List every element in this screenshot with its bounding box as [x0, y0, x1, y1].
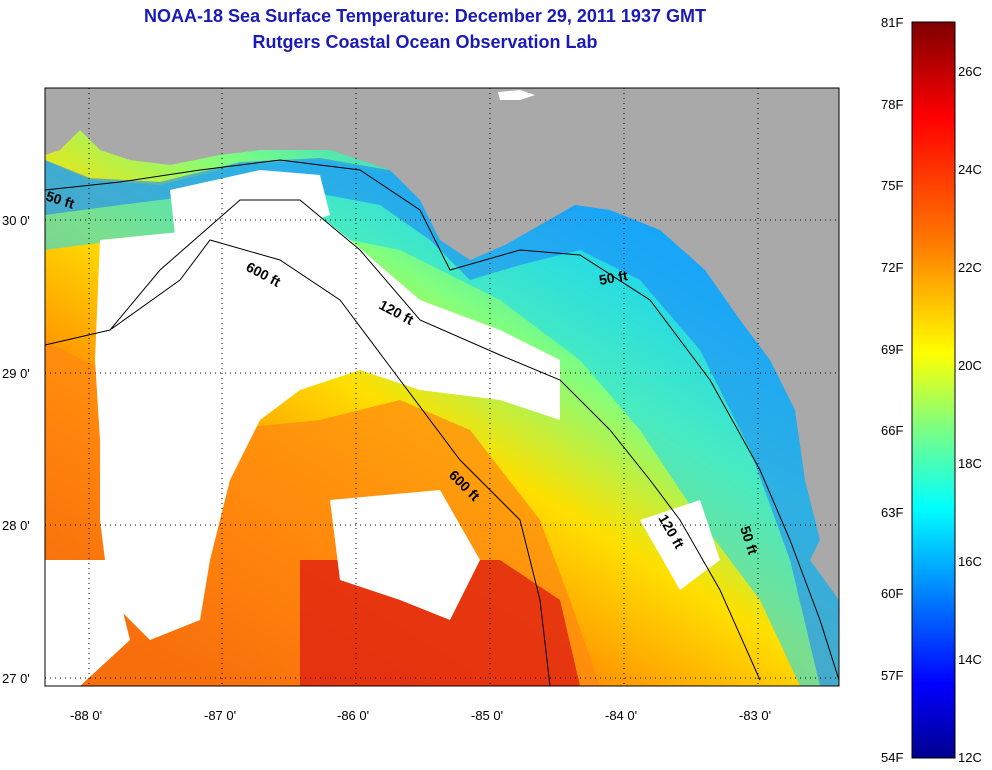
- x-tick-label: -83 0': [739, 708, 771, 723]
- contour-line: [109, 239, 551, 686]
- colorbar-label-c: 14C: [958, 652, 982, 667]
- colorbar-label-c: 18C: [958, 456, 982, 471]
- colorbar-label-c: 12C: [958, 750, 982, 765]
- cloud-cover: [330, 490, 480, 620]
- map-subtitle: Rutgers Coastal Ocean Observation Lab: [252, 32, 598, 52]
- contour-label: 50 ft: [598, 267, 629, 288]
- cloud-cover: [170, 170, 330, 240]
- cloud-cover: [95, 200, 560, 640]
- colorbar-label-f: 66F: [881, 423, 903, 438]
- colorbar-label-f: 75F: [881, 178, 903, 193]
- colorbar-label-f: 63F: [881, 505, 903, 520]
- cloud-cover: [45, 560, 130, 686]
- colorbar-label-f: 78F: [881, 97, 903, 112]
- y-tick-label: 27 0': [2, 671, 30, 686]
- x-tick-label: -85 0': [471, 708, 503, 723]
- colorbar-label-f: 54F: [881, 750, 903, 765]
- contour-line: [45, 199, 761, 681]
- y-tick-label: 29 0': [2, 366, 30, 381]
- colorbar-label-f: 81F: [881, 15, 903, 30]
- colorbar-label-f: 69F: [881, 342, 903, 357]
- map-frame: [44, 87, 840, 687]
- cloud-cover: [498, 90, 535, 100]
- colorbar-label-c: 26C: [958, 64, 982, 79]
- colorbar-label-c: 22C: [958, 260, 982, 275]
- contour-line: [45, 159, 839, 681]
- map-title: NOAA-18 Sea Surface Temperature: Decembe…: [144, 6, 706, 26]
- colorbar-label-f: 57F: [881, 668, 903, 683]
- cloud-cover: [640, 500, 720, 590]
- colorbar-label-c: 16C: [958, 554, 982, 569]
- x-tick-label: -84 0': [605, 708, 637, 723]
- x-tick-label: -87 0': [204, 708, 236, 723]
- colorbar-label-f: 60F: [881, 586, 903, 601]
- colorbar-label-f: 72F: [881, 260, 903, 275]
- x-tick-label: -86 0': [337, 708, 369, 723]
- colorbar-label-c: 24C: [958, 162, 982, 177]
- y-tick-label: 28 0': [2, 518, 30, 533]
- hot-water: [300, 560, 580, 686]
- y-tick-label: 30 0': [2, 213, 30, 228]
- x-tick-label: -88 0': [70, 708, 102, 723]
- coastal-band: [45, 160, 839, 686]
- colorbar: [911, 21, 956, 759]
- land: [45, 88, 839, 560]
- colorbar-label-c: 20C: [958, 358, 982, 373]
